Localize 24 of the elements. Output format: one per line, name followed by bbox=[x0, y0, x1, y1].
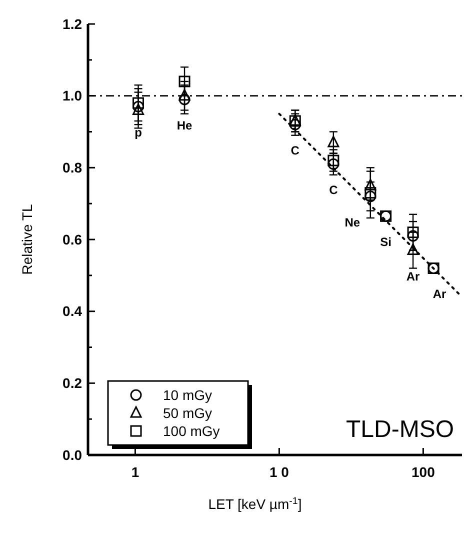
annotation: He bbox=[176, 118, 193, 132]
legend-label: 50 mGy bbox=[163, 404, 212, 421]
annotation: TLD-MSO bbox=[346, 416, 454, 443]
legend-label: 10 mGy bbox=[163, 386, 212, 403]
annotation: p bbox=[134, 126, 142, 140]
x-axis-title: LET [keV µm$^{-1}$] bbox=[208, 496, 302, 512]
annotation: Si bbox=[380, 235, 392, 250]
y-tick-label: 0.0 bbox=[62, 446, 82, 463]
annotation: Ar bbox=[432, 287, 447, 302]
y-tick-label: 0.6 bbox=[62, 231, 82, 248]
annotation: Ar bbox=[406, 269, 420, 284]
legend-label: 100 mGy bbox=[163, 422, 220, 439]
y-tick-label: 1.0 bbox=[62, 88, 82, 104]
y-tick-label: 0.2 bbox=[62, 375, 82, 392]
x-tick-label: 1 0 bbox=[269, 464, 290, 480]
annotation: C bbox=[329, 183, 338, 198]
y-axis-title: Relative TL bbox=[19, 204, 35, 275]
x-tick-label: 100 bbox=[412, 464, 436, 480]
y-tick-label: 0.8 bbox=[62, 160, 82, 176]
annotation: C bbox=[290, 144, 300, 158]
x-tick-label: 1 bbox=[131, 464, 140, 480]
y-tick-label: 0.4 bbox=[62, 303, 82, 320]
annotation: Ne bbox=[344, 215, 360, 230]
y-tick-label: 1.2 bbox=[62, 16, 82, 32]
